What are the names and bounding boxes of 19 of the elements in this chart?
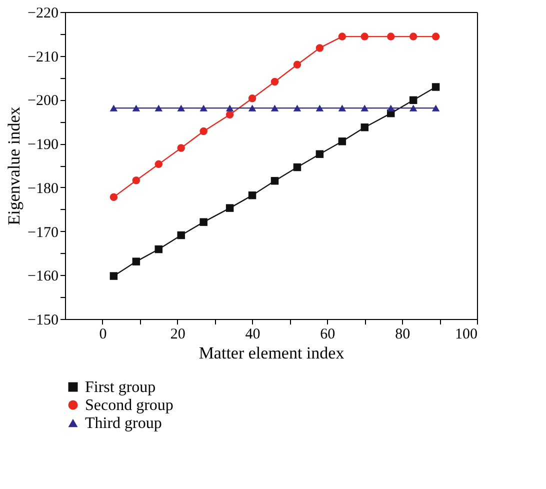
x-tick-label: 80 <box>395 326 410 342</box>
y-tick-label: −180 <box>28 180 58 197</box>
x-tick-label: 0 <box>99 326 107 342</box>
x-axis-title: Matter element index <box>198 344 345 362</box>
y-tick-label: −170 <box>28 224 58 241</box>
legend-label: First group <box>85 379 156 396</box>
y-tick-label: −190 <box>28 137 58 154</box>
legend-label: Second group <box>85 397 174 414</box>
y-tick-label: −200 <box>28 93 58 110</box>
y-axis-title: Eigenvalue index <box>4 106 24 226</box>
x-tick-label: 60 <box>320 326 336 342</box>
y-tick-label: −160 <box>28 268 58 285</box>
y-tick-label: −210 <box>28 49 58 66</box>
legend-label: Third group <box>85 415 162 432</box>
x-tick-label: 100 <box>455 326 478 342</box>
y-tick-label: −150 <box>28 312 58 328</box>
x-tick-label: 20 <box>170 326 186 342</box>
y-tick-label: −220 <box>28 6 58 22</box>
x-tick-label: 40 <box>245 326 260 342</box>
